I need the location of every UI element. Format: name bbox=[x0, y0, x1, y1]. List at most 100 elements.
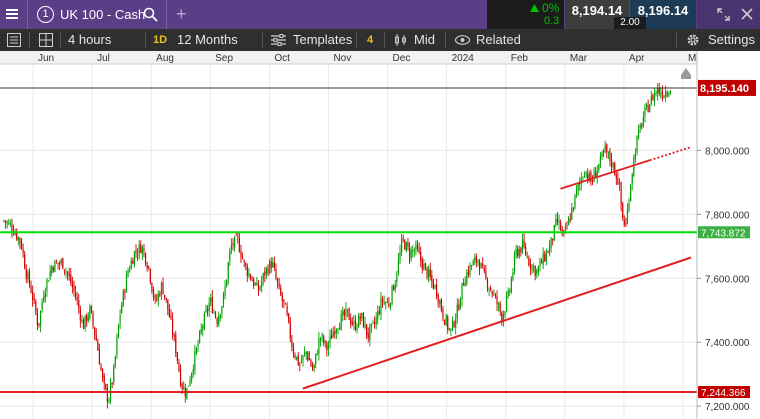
candle-body bbox=[262, 273, 264, 281]
candle-body bbox=[191, 373, 193, 381]
candle-body bbox=[647, 105, 649, 113]
candle-body bbox=[389, 303, 392, 307]
candle-body bbox=[429, 269, 431, 277]
candle-body bbox=[307, 352, 309, 360]
candle-body bbox=[6, 222, 8, 224]
candle-body bbox=[261, 281, 263, 288]
instrument-number-badge[interactable]: 1 bbox=[37, 6, 54, 23]
candle-body bbox=[323, 335, 325, 344]
candle-body bbox=[428, 269, 430, 278]
candle-body bbox=[593, 171, 595, 182]
candle-body bbox=[43, 296, 45, 302]
x-tick-label: Aug bbox=[156, 53, 174, 64]
candle-body bbox=[612, 162, 614, 168]
candle-body bbox=[545, 251, 547, 262]
candle-body bbox=[289, 320, 291, 339]
toolbar-divider bbox=[445, 32, 446, 48]
candle-body bbox=[601, 152, 603, 157]
gear-icon[interactable] bbox=[686, 33, 700, 47]
related-button[interactable]: Related bbox=[476, 32, 521, 47]
candle-body bbox=[346, 309, 349, 311]
candle-body bbox=[513, 254, 516, 271]
trend-line bbox=[302, 256, 692, 390]
candle-body bbox=[467, 270, 470, 275]
candle-body bbox=[496, 296, 498, 304]
candle-body bbox=[434, 285, 436, 288]
layout-grid-icon[interactable] bbox=[39, 33, 53, 47]
candle-body bbox=[119, 314, 121, 323]
interval-selector[interactable]: 4 hours bbox=[68, 32, 112, 47]
period-selector[interactable]: 12 Months bbox=[177, 32, 238, 47]
candle-type-icon[interactable] bbox=[394, 33, 408, 47]
candle-body bbox=[366, 324, 368, 335]
settings-button[interactable]: Settings bbox=[708, 32, 755, 47]
price-chart[interactable]: JunJulAugSepOctNovDec2024FebMarAprMay 8,… bbox=[0, 51, 760, 419]
candle-body bbox=[103, 375, 105, 384]
candle-body bbox=[20, 241, 23, 249]
chart-overlays bbox=[0, 87, 697, 394]
candle-body bbox=[588, 173, 590, 182]
candle-body bbox=[663, 95, 665, 99]
candle-body bbox=[270, 261, 272, 268]
candle-body bbox=[25, 269, 27, 279]
eye-icon[interactable] bbox=[455, 35, 470, 45]
candle-body bbox=[199, 331, 201, 343]
candle-body bbox=[412, 250, 414, 252]
add-instrument-button[interactable]: + bbox=[176, 4, 187, 24]
candle-body bbox=[100, 365, 102, 370]
price-type-selector[interactable]: Mid bbox=[414, 32, 435, 47]
candle-body bbox=[102, 369, 104, 378]
candle-body bbox=[44, 292, 46, 298]
candle-body bbox=[520, 247, 522, 253]
candle-body bbox=[478, 261, 481, 270]
candle-body bbox=[278, 283, 280, 287]
candle-body bbox=[660, 93, 662, 95]
candle-body bbox=[329, 335, 331, 344]
candle-body bbox=[316, 354, 318, 356]
candle-body bbox=[95, 334, 97, 341]
templates-button[interactable]: Templates bbox=[293, 32, 353, 47]
up-arrow-icon bbox=[530, 4, 539, 12]
candle-body bbox=[480, 263, 482, 269]
y-tick-label: 8,000.000 bbox=[705, 146, 750, 157]
search-icon[interactable] bbox=[143, 7, 158, 22]
candle-body bbox=[641, 124, 643, 127]
candle-body bbox=[81, 319, 83, 323]
templates-count[interactable]: 4 bbox=[367, 34, 374, 46]
expand-icon[interactable] bbox=[717, 8, 730, 21]
menu-icon[interactable] bbox=[5, 7, 19, 21]
panel-list-icon[interactable] bbox=[7, 33, 21, 47]
candle-body bbox=[431, 275, 433, 282]
candle-body bbox=[558, 221, 560, 224]
candle-body bbox=[160, 282, 163, 295]
candle-body bbox=[447, 316, 449, 330]
candle-body bbox=[254, 283, 256, 285]
candle-body bbox=[536, 269, 538, 275]
period-badge[interactable]: 1D bbox=[153, 34, 168, 46]
candle-body bbox=[203, 313, 205, 329]
candle-body bbox=[657, 87, 659, 94]
candle-body bbox=[224, 286, 226, 296]
candle-body bbox=[200, 328, 202, 333]
spread-value: 2.00 bbox=[614, 17, 646, 29]
candle-body bbox=[194, 351, 196, 371]
candle-body bbox=[71, 282, 73, 288]
candle-body bbox=[394, 283, 396, 289]
candle-body bbox=[421, 259, 423, 269]
close-icon[interactable] bbox=[741, 8, 753, 20]
candle-body bbox=[116, 337, 118, 356]
candle-body bbox=[523, 239, 525, 248]
sell-price-button[interactable]: 8,194.14 bbox=[565, 0, 629, 29]
templates-icon[interactable] bbox=[271, 34, 286, 46]
instrument-name[interactable]: UK 100 - Cash bbox=[60, 7, 146, 22]
candle-body bbox=[335, 329, 337, 333]
candle-body bbox=[598, 164, 600, 171]
candle-body bbox=[577, 183, 579, 191]
candle-body bbox=[504, 311, 506, 316]
x-axis-band bbox=[0, 51, 697, 64]
candle-body bbox=[173, 335, 175, 337]
candle-body bbox=[397, 259, 400, 274]
instrument-header: 1 UK 100 - Cash + 0% 0.3 8,194.14 8,196.… bbox=[0, 0, 760, 29]
candle-body bbox=[170, 315, 172, 319]
candle-body bbox=[55, 262, 58, 264]
